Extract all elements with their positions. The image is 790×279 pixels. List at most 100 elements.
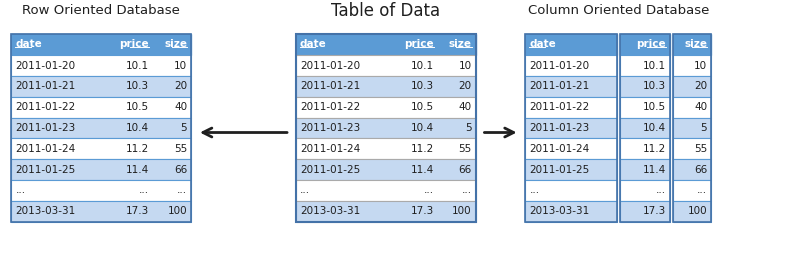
Text: ...: ... bbox=[529, 186, 540, 195]
Bar bbox=[296, 33, 476, 55]
Text: 100: 100 bbox=[687, 206, 707, 216]
Text: 10.1: 10.1 bbox=[643, 61, 666, 71]
Bar bbox=[673, 76, 711, 97]
Text: ...: ... bbox=[300, 186, 310, 195]
Text: 5: 5 bbox=[465, 123, 472, 133]
Bar bbox=[11, 97, 191, 118]
Text: 2011-01-23: 2011-01-23 bbox=[300, 123, 360, 133]
Text: 55: 55 bbox=[458, 144, 472, 154]
Bar bbox=[11, 159, 191, 180]
Text: 2011-01-20: 2011-01-20 bbox=[529, 61, 589, 71]
Text: date: date bbox=[300, 39, 326, 49]
Bar bbox=[620, 33, 670, 55]
Text: size: size bbox=[684, 39, 707, 49]
Text: 10.4: 10.4 bbox=[411, 123, 434, 133]
Text: 10.3: 10.3 bbox=[643, 81, 666, 92]
Bar bbox=[620, 55, 670, 76]
Text: price: price bbox=[637, 39, 666, 49]
Text: 66: 66 bbox=[174, 165, 187, 175]
Bar bbox=[673, 138, 711, 159]
Text: price: price bbox=[119, 39, 149, 49]
Text: 10: 10 bbox=[458, 61, 472, 71]
Bar bbox=[620, 138, 670, 159]
Text: 11.4: 11.4 bbox=[643, 165, 666, 175]
Text: size: size bbox=[164, 39, 187, 49]
Text: 40: 40 bbox=[694, 102, 707, 112]
Text: Column Oriented Database: Column Oriented Database bbox=[528, 4, 709, 17]
Text: 2013-03-31: 2013-03-31 bbox=[16, 206, 76, 216]
Bar bbox=[11, 33, 191, 222]
Text: 40: 40 bbox=[174, 102, 187, 112]
Bar bbox=[673, 97, 711, 118]
Bar bbox=[673, 118, 711, 138]
Bar bbox=[620, 76, 670, 97]
Text: 10.5: 10.5 bbox=[126, 102, 149, 112]
Text: 11.2: 11.2 bbox=[410, 144, 434, 154]
Text: 2011-01-21: 2011-01-21 bbox=[529, 81, 589, 92]
Text: ...: ... bbox=[177, 186, 187, 195]
Text: 2011-01-23: 2011-01-23 bbox=[16, 123, 76, 133]
Bar bbox=[296, 97, 476, 118]
Text: 2011-01-20: 2011-01-20 bbox=[16, 61, 76, 71]
Text: 2011-01-22: 2011-01-22 bbox=[529, 102, 589, 112]
Text: 20: 20 bbox=[458, 81, 472, 92]
Bar bbox=[525, 180, 617, 201]
Text: 100: 100 bbox=[167, 206, 187, 216]
Text: ...: ... bbox=[461, 186, 472, 195]
Text: size: size bbox=[449, 39, 472, 49]
Text: 20: 20 bbox=[694, 81, 707, 92]
Text: ...: ... bbox=[423, 186, 434, 195]
Text: 10.1: 10.1 bbox=[411, 61, 434, 71]
Text: Row Oriented Database: Row Oriented Database bbox=[22, 4, 180, 17]
Bar bbox=[11, 55, 191, 76]
Bar bbox=[620, 180, 670, 201]
Bar bbox=[11, 201, 191, 222]
Bar bbox=[673, 55, 711, 76]
Text: 10.3: 10.3 bbox=[126, 81, 149, 92]
Bar bbox=[673, 159, 711, 180]
Bar bbox=[296, 201, 476, 222]
Text: ...: ... bbox=[139, 186, 149, 195]
Bar bbox=[11, 138, 191, 159]
Text: ...: ... bbox=[656, 186, 666, 195]
Bar bbox=[525, 118, 617, 138]
Bar bbox=[673, 33, 711, 222]
Text: 2011-01-24: 2011-01-24 bbox=[300, 144, 360, 154]
Text: 2013-03-31: 2013-03-31 bbox=[529, 206, 589, 216]
Bar bbox=[296, 180, 476, 201]
Bar bbox=[620, 159, 670, 180]
Text: 40: 40 bbox=[458, 102, 472, 112]
Bar bbox=[620, 201, 670, 222]
Text: ...: ... bbox=[16, 186, 25, 195]
Text: 2011-01-20: 2011-01-20 bbox=[300, 61, 360, 71]
Text: 10.1: 10.1 bbox=[126, 61, 149, 71]
Bar bbox=[11, 76, 191, 97]
Text: 10.3: 10.3 bbox=[411, 81, 434, 92]
Text: 10: 10 bbox=[694, 61, 707, 71]
Text: 10.5: 10.5 bbox=[643, 102, 666, 112]
Text: 2011-01-25: 2011-01-25 bbox=[16, 165, 76, 175]
Text: 2011-01-25: 2011-01-25 bbox=[529, 165, 589, 175]
Text: 11.2: 11.2 bbox=[126, 144, 149, 154]
Bar bbox=[673, 201, 711, 222]
Text: 2011-01-21: 2011-01-21 bbox=[16, 81, 76, 92]
Text: price: price bbox=[404, 39, 434, 49]
Text: 100: 100 bbox=[452, 206, 472, 216]
Bar bbox=[525, 33, 617, 55]
Text: 2011-01-24: 2011-01-24 bbox=[529, 144, 589, 154]
Text: 55: 55 bbox=[694, 144, 707, 154]
Text: 2011-01-22: 2011-01-22 bbox=[16, 102, 76, 112]
Text: 5: 5 bbox=[180, 123, 187, 133]
Bar bbox=[525, 97, 617, 118]
Text: 11.4: 11.4 bbox=[410, 165, 434, 175]
Text: 10.5: 10.5 bbox=[411, 102, 434, 112]
Bar bbox=[525, 138, 617, 159]
Bar bbox=[525, 33, 617, 222]
Text: 66: 66 bbox=[694, 165, 707, 175]
Text: 55: 55 bbox=[174, 144, 187, 154]
Bar bbox=[525, 201, 617, 222]
Text: 11.2: 11.2 bbox=[643, 144, 666, 154]
Text: 66: 66 bbox=[458, 165, 472, 175]
Text: 10.4: 10.4 bbox=[126, 123, 149, 133]
Text: Table of Data: Table of Data bbox=[331, 2, 440, 20]
